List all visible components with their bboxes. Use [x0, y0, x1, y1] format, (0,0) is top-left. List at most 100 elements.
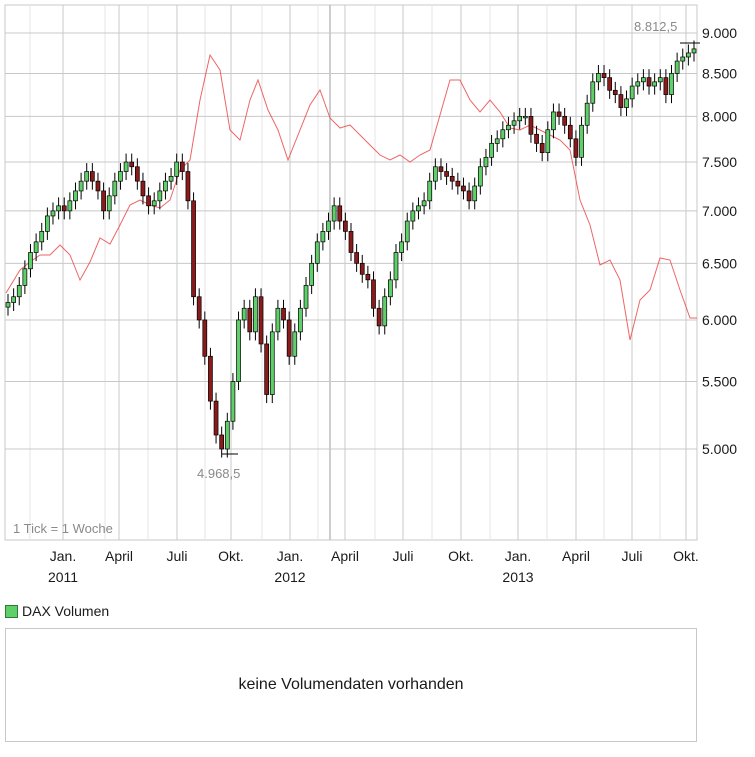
y-tick-label: 5.500 [702, 374, 737, 390]
candle-body [123, 161, 129, 172]
candle-body [196, 296, 202, 321]
candle-body [39, 231, 45, 243]
candle-body [213, 400, 219, 436]
x-tick-label: April [105, 548, 133, 564]
candle-body [22, 268, 28, 286]
interval-note: 1 Tick = 1 Woche [13, 521, 113, 536]
candle-body [179, 161, 185, 172]
candle-body [247, 307, 253, 333]
candle-body [146, 195, 151, 207]
candle-body [33, 241, 39, 253]
candle-body [168, 175, 174, 182]
candle-body [663, 77, 669, 95]
candle-body [309, 262, 314, 286]
candle-body [337, 205, 343, 222]
candle-body [562, 116, 568, 126]
volume-empty-message: keine Volumendaten vorhanden [238, 676, 464, 693]
candle-body [618, 94, 624, 108]
candle-body [483, 156, 489, 168]
candle-body [573, 138, 579, 158]
candle-body [399, 241, 404, 253]
candle-body [641, 77, 646, 83]
candle-body [427, 180, 433, 202]
x-tick-label: Jan. [50, 548, 76, 564]
price-chart: 9.000 8.500 8.000 7.500 7.000 6.500 6.000 5.500… [4, 4, 737, 585]
candle-body [5, 302, 11, 308]
candle-body [691, 48, 697, 54]
candle-body [106, 195, 112, 212]
candle-body [404, 220, 410, 243]
candle-body [101, 190, 106, 212]
y-tick-label: 7.500 [702, 154, 737, 170]
x-axis: Jan. April Juli Okt. Jan. April Juli Okt. Jan. Ap… [48, 548, 699, 585]
candle-body [258, 296, 264, 345]
candle-body [28, 252, 33, 270]
candle-body [466, 190, 472, 202]
y-tick-label: 6.000 [702, 312, 737, 328]
candle-body [174, 161, 180, 177]
candle-body [382, 296, 388, 327]
candle-body [511, 120, 517, 126]
candle-body [635, 81, 641, 87]
candle-body [438, 166, 444, 172]
candle-body [354, 252, 359, 264]
candle-body [686, 52, 691, 58]
candle-body [208, 355, 213, 402]
volume-legend: DAX Volumen [5, 603, 109, 619]
candle-body [67, 200, 73, 212]
candle-body [73, 190, 78, 202]
candle-body [134, 166, 140, 182]
candle-body [112, 180, 118, 197]
candle-body [129, 161, 135, 168]
candle-body [320, 231, 326, 243]
candle-body [185, 171, 191, 202]
y-tick-label: 8.500 [702, 65, 737, 81]
candle-body [669, 73, 674, 95]
dax-candles [5, 40, 697, 458]
x-tick-label: Jan. [505, 548, 531, 564]
candle-body [230, 381, 236, 422]
x-tick-label: Jan. [277, 548, 303, 564]
candle-body [601, 73, 607, 78]
candle-body [500, 129, 506, 140]
candle-body [556, 111, 562, 117]
y-tick-label: 7.000 [702, 203, 737, 219]
candle-body [449, 175, 455, 182]
candle-body [11, 296, 16, 303]
candle-body [472, 185, 478, 202]
high-annotation: 8.812,5 [634, 19, 677, 34]
candle-body [331, 205, 337, 222]
candle-body [151, 200, 157, 207]
candle-body [359, 262, 365, 275]
x-tick-label: Okt. [218, 548, 244, 564]
candle-body [50, 210, 56, 217]
candle-body [163, 180, 168, 192]
candle-body [461, 185, 466, 192]
candle-body [219, 434, 225, 450]
x-tick-label: April [562, 548, 590, 564]
candle-body [494, 138, 500, 144]
candle-body [522, 116, 528, 119]
x-year-label: 2013 [502, 569, 533, 585]
candle-body [241, 307, 247, 321]
candle-body [269, 331, 275, 395]
candle-body [286, 319, 292, 357]
low-annotation: 4.968,5 [197, 466, 240, 481]
y-tick-label: 5.000 [702, 441, 737, 457]
candle-body [95, 180, 101, 192]
x-tick-label: Juli [392, 548, 413, 564]
y-tick-label: 8.000 [702, 108, 737, 124]
candle-body [579, 124, 584, 158]
candle-body [89, 171, 95, 182]
candle-body [253, 296, 258, 333]
candle-body [264, 343, 270, 395]
candle-body [376, 307, 382, 327]
candle-body [292, 331, 298, 357]
candle-body [646, 77, 652, 87]
candle-body [365, 273, 371, 281]
x-year-label: 2012 [274, 569, 305, 585]
candle-body [16, 285, 22, 298]
candle-body [45, 215, 50, 232]
candle-body [202, 319, 208, 357]
candle-body [596, 73, 601, 83]
